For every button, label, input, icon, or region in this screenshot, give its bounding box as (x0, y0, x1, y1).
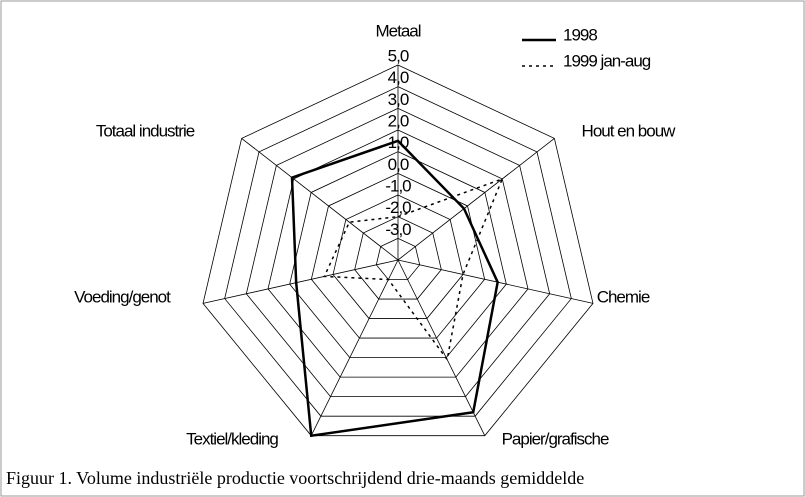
spoke (241, 138, 399, 261)
tick-label: -3,0 (385, 220, 411, 239)
category-label: Textiel/kleding (186, 429, 278, 448)
grid-ring (310, 172, 486, 339)
grid-ring (375, 237, 421, 280)
category-label: Papier/grafische (502, 429, 609, 448)
grid-ring (202, 64, 594, 437)
spoke (202, 259, 399, 304)
spoke (397, 259, 486, 436)
grid-ring (354, 216, 442, 300)
category-label: Metaal (375, 21, 420, 40)
tick-label: -1,0 (385, 176, 411, 195)
grid-ring (332, 194, 464, 319)
tick-label: -2,0 (385, 198, 411, 217)
spoke (397, 259, 594, 304)
grid-ring (267, 129, 529, 378)
caption: Figuur 1. Volume industriële productie v… (6, 468, 584, 488)
grid-ring (289, 151, 507, 359)
category-label: Chemie (597, 287, 650, 306)
tick-label: 5,0 (388, 46, 409, 65)
category-label: Voeding/genot (74, 287, 171, 306)
legend-label: 1999 jan-aug (563, 51, 651, 70)
tick-label: 2,0 (388, 111, 409, 130)
series-line (323, 177, 504, 362)
category-label: Hout en bouw (582, 121, 677, 140)
tick-label: 3,0 (388, 90, 409, 109)
tick-label: 0,0 (388, 155, 409, 174)
tick-label: 4,0 (388, 68, 409, 87)
category-label: Totaal industrie (96, 121, 195, 140)
spoke (397, 138, 555, 261)
spoke (310, 259, 399, 436)
grid-ring (224, 86, 572, 417)
series-line (290, 139, 499, 438)
grid-ring (245, 107, 551, 398)
legend-label: 1998 (563, 25, 597, 44)
